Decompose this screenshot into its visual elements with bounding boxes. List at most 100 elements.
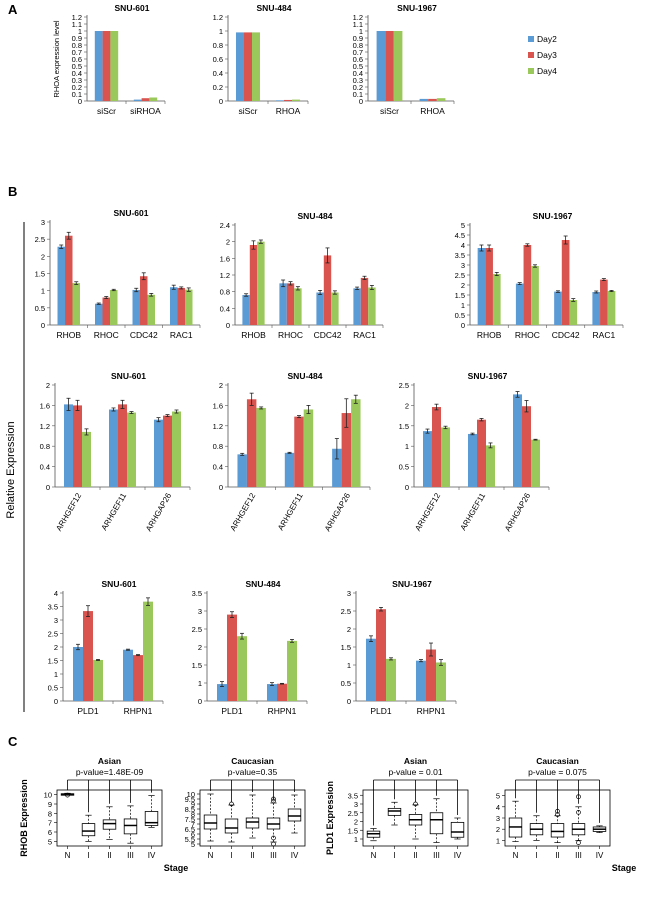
y-tick-label: 9.5 — [185, 795, 195, 804]
chart-a2: SNU-484 0 0.2 0.4 0.6 0.8 1 1.2 siScr RHOA — [213, 3, 309, 116]
panel-label-c: C — [8, 734, 18, 749]
x-tick-label: III — [575, 851, 582, 860]
bar-rhoc-day2 — [95, 303, 103, 325]
chart-title: Caucasian — [231, 756, 274, 766]
y-tick-label: 0.5 — [72, 62, 82, 71]
y-tick-label: 0 — [41, 321, 45, 330]
legend-swatch-day3 — [528, 52, 534, 58]
y-tick-label: 2 — [46, 381, 50, 390]
y-tick-label: 3.5 — [192, 589, 202, 598]
y-tick-label: 2 — [41, 252, 45, 261]
x-tick-label: siScr — [239, 106, 258, 116]
outlier — [271, 841, 276, 847]
bar-arhgap26-day3 — [163, 415, 172, 487]
bar-arhgap26-day4 — [172, 411, 181, 487]
x-tick-label: RAC1 — [353, 330, 376, 340]
chart-title: SNU-484 — [288, 371, 323, 381]
bar-cdc42-day4 — [331, 292, 339, 325]
x-tick-label: II — [107, 851, 111, 860]
x-tick-label: IV — [454, 851, 462, 860]
y-tick-label: 2 — [219, 381, 223, 390]
outlier — [555, 808, 560, 814]
shared-ylabel: Relative Expression — [5, 421, 17, 518]
y-tick-label: 1.5 — [399, 422, 409, 431]
x-tick-label: N — [208, 851, 214, 860]
bar-rhob-day4 — [257, 241, 265, 325]
y-tick-label: 0.3 — [72, 76, 82, 85]
x-tick-label: RHOB — [56, 330, 81, 340]
bar-cdc42-day4 — [569, 300, 578, 325]
bar-rhpn1-day4 — [287, 640, 297, 701]
y-tick-label: 1.5 — [192, 661, 202, 670]
bar-rhpn1-day4 — [143, 601, 153, 701]
bar-cdc42-day3 — [323, 255, 332, 325]
y-tick-label: 1 — [78, 27, 82, 36]
y-tick-label: 3 — [461, 261, 465, 270]
bar-pld1-day2 — [73, 647, 83, 701]
y-tick-label: 0.5 — [35, 304, 45, 313]
outlier — [555, 812, 560, 817]
bar-pld1-day3 — [83, 611, 93, 701]
x-tick-label: RHOC — [515, 330, 540, 340]
y-tick-label: 1.5 — [348, 826, 358, 835]
box-i — [224, 818, 239, 834]
bar-rhoa-day4 — [436, 98, 446, 101]
y-tick-label: 1.5 — [341, 643, 351, 652]
y-tick-label: 3 — [54, 616, 58, 625]
y-tick-label: 2.5 — [399, 381, 409, 390]
y-tick-label: 0.2 — [353, 83, 363, 92]
y-tick-label: 1.5 — [455, 291, 465, 300]
chart-title: SNU-484 — [246, 579, 281, 589]
chart-title: SNU-484 — [298, 211, 333, 221]
y-tick-label: 2.5 — [348, 809, 358, 818]
y-tick-label: 8.5 — [185, 805, 195, 814]
bar-rac1-day3 — [177, 287, 185, 325]
x-tick-label: RHOC — [278, 330, 303, 340]
y-tick-label: 2.5 — [192, 625, 202, 634]
x-tick-label: II — [555, 851, 559, 860]
x-tick-label: ARHGEF11 — [100, 491, 129, 532]
y-tick-label: 0.4 — [220, 304, 230, 313]
bar-siscr-day4 — [393, 31, 403, 101]
y-tick-label: 1.2 — [213, 422, 223, 431]
chart-b4: SNU-601 0 0.4 0.8 1.2 1.6 2 ARHGEF12 ARHGEF11 ARH… — [40, 371, 191, 533]
y-tick-label: 2 — [354, 818, 358, 827]
y-tick-label: 1.2 — [353, 13, 363, 22]
y-tick-label: 10 — [187, 790, 195, 799]
y-tick-label: 6 — [48, 828, 52, 837]
p-value-label: p-value=0.35 — [228, 767, 278, 777]
y-tick-label: 1.2 — [220, 271, 230, 280]
y-tick-label: 0.7 — [72, 48, 82, 57]
bar-rhob-day2 — [242, 295, 250, 325]
bar-rhoa-day2 — [419, 98, 429, 101]
bar-cdc42-day3 — [561, 240, 570, 325]
y-tick-label: 2 — [496, 825, 500, 834]
bar-rhpn1-day3 — [133, 655, 143, 701]
y-tick-label: 0 — [226, 321, 230, 330]
x-tick-label: I — [230, 851, 232, 860]
bar-rac1-day2 — [170, 287, 178, 325]
bar-arhgap26-day2 — [513, 394, 522, 487]
bar-rhob-day4 — [492, 274, 501, 325]
bar-rac1-day2 — [592, 292, 601, 325]
y-tick-label: 0.8 — [213, 442, 223, 451]
y-tick-label: 2 — [226, 238, 230, 247]
bar-rhpn1-day4 — [436, 662, 446, 701]
bar-rhoc-day4 — [110, 289, 118, 325]
bar-arhgef12-day2 — [423, 431, 432, 487]
bar-rhob-day3 — [65, 235, 73, 325]
box-ii — [550, 823, 565, 838]
chart-title: Caucasian — [536, 756, 579, 766]
y-tick-label: 5 — [461, 221, 465, 230]
y-tick-label: 2.4 — [220, 221, 230, 230]
y-tick-label: 0 — [359, 97, 363, 106]
bar-rac1-day2 — [353, 288, 361, 325]
y-tick-label: 0.9 — [72, 34, 82, 43]
y-tick-label: 5 — [191, 840, 195, 849]
panel-label-b: B — [8, 184, 17, 199]
box-ii — [102, 819, 117, 830]
x-tick-label: ARHGEF12 — [413, 491, 442, 533]
bar-arhgap26-day4 — [531, 439, 540, 487]
bar-siscr-day4 — [110, 31, 119, 101]
